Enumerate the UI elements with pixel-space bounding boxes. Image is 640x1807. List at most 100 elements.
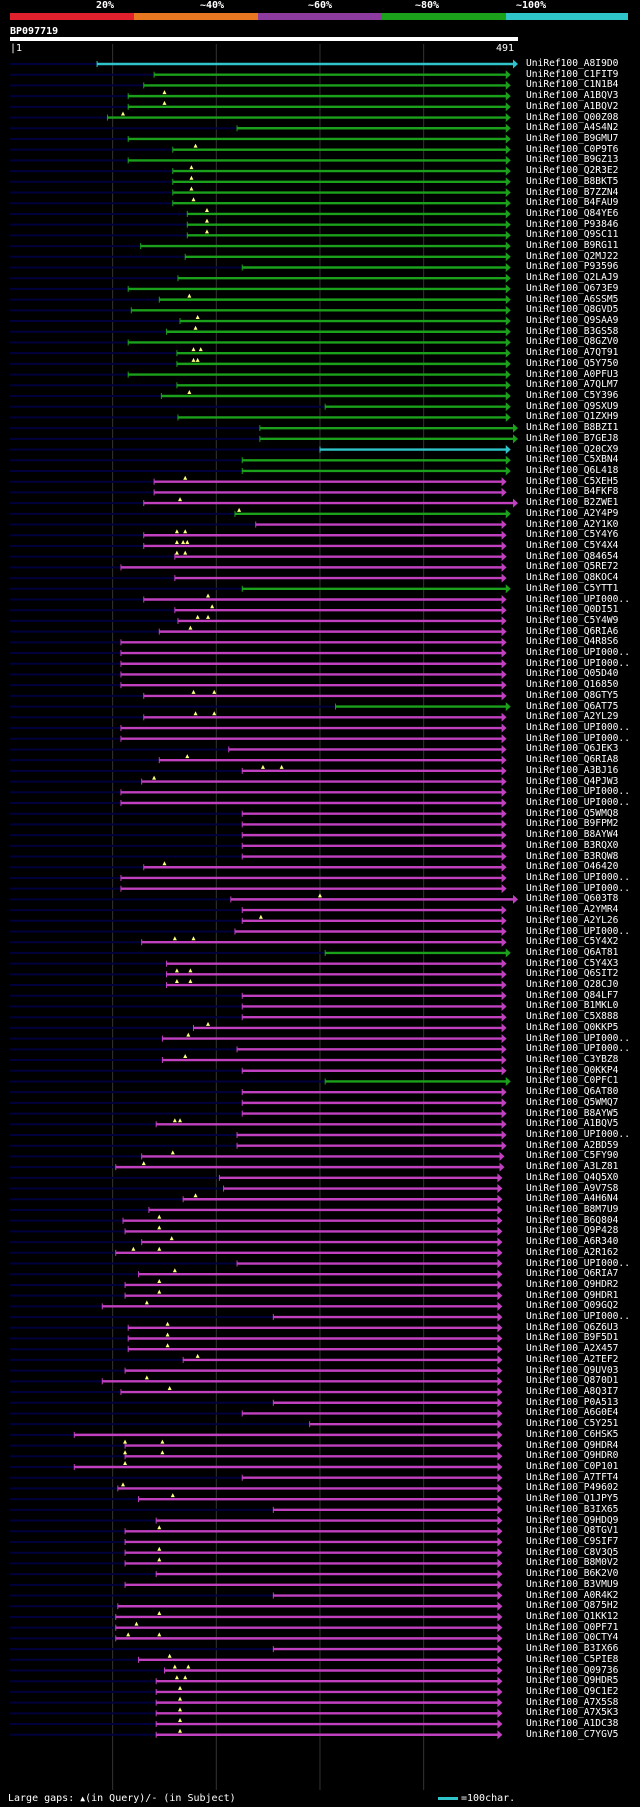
hit-row[interactable] [10,948,511,958]
hit-row[interactable] [10,573,507,583]
hit-row[interactable] [10,1685,503,1697]
hit-row[interactable] [10,1259,503,1269]
hit-label[interactable]: UniRef100_UPI000.. [526,871,630,883]
hit-row[interactable] [10,143,511,155]
hit-label[interactable]: UniRef100_Q5Y750 [526,357,619,369]
hit-label[interactable]: UniRef100_Q1KK12 [526,1610,619,1622]
hit-label[interactable]: UniRef100_C7YGV5 [526,1728,619,1740]
hit-row[interactable] [10,991,507,1001]
hit-label[interactable]: UniRef100_Q05D40 [526,668,619,680]
hit-label[interactable]: UniRef100_Q603T8 [526,893,619,905]
hit-label[interactable]: UniRef100_Q870D1 [526,1375,619,1387]
hit-row[interactable] [10,1439,503,1451]
hit-row[interactable] [10,347,511,358]
hit-row[interactable] [10,1173,503,1183]
hit-label[interactable]: UniRef100_Q4R8S6 [526,636,619,648]
hit-label[interactable]: UniRef100_C5Y4W9 [526,614,619,626]
hit-row[interactable] [10,380,511,390]
hit-label[interactable]: UniRef100_Q9HDR4 [526,1439,619,1451]
hit-label[interactable]: UniRef100_Q20CX9 [526,443,619,455]
hit-row[interactable] [10,1150,505,1161]
hit-label[interactable]: UniRef100_Q6RIA8 [526,754,619,766]
hit-row[interactable] [10,1473,503,1483]
hit-label[interactable]: UniRef100_A7QLM7 [526,379,619,391]
hit-label[interactable]: UniRef100_Q09GQ2 [526,1300,619,1312]
hit-row[interactable] [10,1557,503,1568]
hit-row[interactable] [10,412,511,422]
hit-row[interactable] [10,186,511,198]
hit-row[interactable] [10,165,511,176]
hit-row[interactable] [10,798,507,808]
hit-row[interactable] [10,305,511,315]
hit-row[interactable] [10,593,507,605]
hit-row[interactable] [10,1184,503,1194]
hit-row[interactable] [10,520,507,530]
hit-row[interactable] [10,775,507,787]
hit-label[interactable]: UniRef100_B9F5D1 [526,1332,619,1344]
hit-row[interactable] [10,100,511,112]
hit-row[interactable] [10,1398,503,1408]
hit-row[interactable] [10,1012,507,1022]
hit-label[interactable]: UniRef100_B3IX65 [526,1503,619,1515]
hit-row[interactable] [10,1098,507,1108]
hit-label[interactable]: UniRef100_A4S4N2 [526,122,619,134]
hit-label[interactable]: UniRef100_Q9P428 [526,1225,619,1237]
hit-label[interactable]: UniRef100_UPI000.. [526,1129,630,1140]
hit-label[interactable]: UniRef100_C5Y4X3 [526,957,619,969]
hit-row[interactable] [10,175,511,187]
hit-row[interactable] [10,1610,503,1622]
hit-row[interactable] [10,1653,503,1665]
hit-label[interactable]: UniRef100_B9FPM2 [526,818,619,830]
hit-row[interactable] [10,936,507,947]
hit-row[interactable] [10,1087,507,1097]
hit-row[interactable] [10,648,507,658]
hit-label[interactable]: UniRef100_C3YBZ8 [526,1054,619,1066]
hit-label[interactable]: UniRef100_A6SSM5 [526,293,619,305]
hit-label[interactable]: UniRef100_A2TEF2 [526,1353,619,1365]
hit-label[interactable]: UniRef100_C5XBN4 [526,454,619,466]
hit-row[interactable] [10,337,511,347]
hit-row[interactable] [10,539,507,551]
hit-row[interactable] [10,390,511,401]
hit-row[interactable] [10,1675,503,1686]
hit-label[interactable]: UniRef100_P0A513 [526,1396,619,1408]
hit-label[interactable]: UniRef100_C5XEH5 [526,475,619,487]
hit-label[interactable]: UniRef100_Q0DI51 [526,604,619,616]
hit-row[interactable] [10,1580,503,1590]
hit-label[interactable]: UniRef100_A9V7S8 [526,1182,619,1194]
hit-row[interactable] [10,1066,507,1076]
hit-label[interactable]: UniRef100_B3VMU9 [526,1578,619,1590]
hit-row[interactable] [10,1516,503,1526]
hit-row[interactable] [10,1193,503,1204]
hit-label[interactable]: UniRef100_A1BQV5 [526,1118,619,1130]
hit-row[interactable] [10,315,511,326]
hit-row[interactable] [10,218,511,230]
hit-row[interactable] [10,723,507,733]
hit-row[interactable] [10,1632,503,1643]
hit-row[interactable] [10,70,511,80]
hit-row[interactable] [10,1225,503,1236]
hit-row[interactable] [10,979,507,990]
hit-label[interactable]: UniRef100_Q2LAJ9 [526,272,619,284]
hit-row[interactable] [10,229,511,240]
hit-row[interactable] [10,809,507,819]
hit-label[interactable]: UniRef100_Q1JPY5 [526,1493,619,1505]
hit-row[interactable] [10,893,518,904]
hit-label[interactable]: UniRef100_Q8TGV1 [526,1525,619,1537]
hit-label[interactable]: UniRef100_Q16850 [526,679,619,691]
hit-row[interactable] [10,754,507,765]
hit-label[interactable]: UniRef100_A3BJ16 [526,764,619,776]
hit-row[interactable] [10,529,507,540]
hit-row[interactable] [10,1054,507,1065]
hit-label[interactable]: UniRef100_A1BQV2 [526,100,619,112]
hit-row[interactable] [10,1601,503,1611]
hit-label[interactable]: UniRef100_C1N1B4 [526,79,619,91]
hit-row[interactable] [10,1386,503,1397]
hit-label[interactable]: UniRef100_A2BD59 [526,1139,619,1151]
hit-label[interactable]: UniRef100_C5Y396 [526,390,619,401]
hit-label[interactable]: UniRef100_A2R162 [526,1246,619,1258]
hit-row[interactable] [10,155,511,165]
hit-row[interactable] [10,873,507,883]
hit-row[interactable] [10,1268,503,1279]
hit-row[interactable] [10,830,507,840]
